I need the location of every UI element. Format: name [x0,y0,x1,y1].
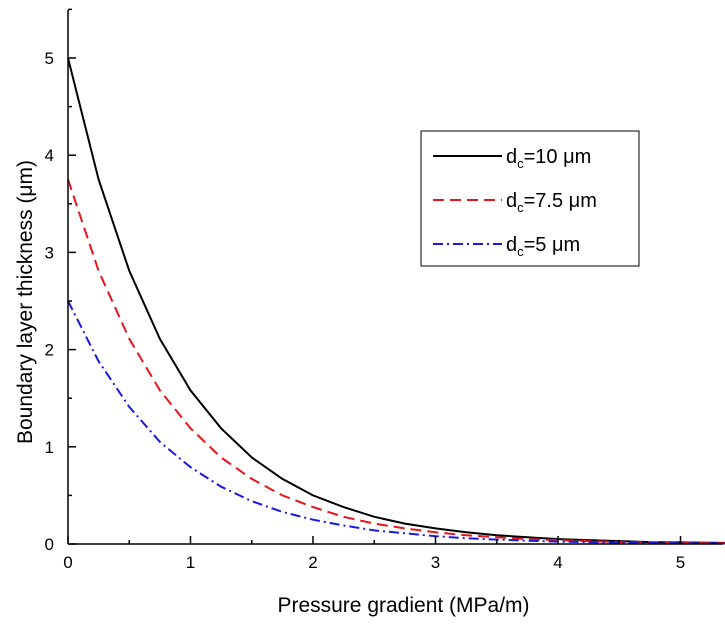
series-line-1 [67,179,725,545]
y-tick-label-5: 5 [45,49,54,68]
legend-label-0: dc=10 μm [506,146,591,171]
y-tick-label-3: 3 [45,243,54,262]
legend-label-1: dc=7.5 μm [506,190,597,215]
series-line-2 [67,300,725,545]
x-tick-label-1: 1 [186,553,195,572]
series-group [67,57,725,545]
y-axis-title: Boundary layer thickness (μm) [14,160,37,444]
y-tick-label-4: 4 [45,146,54,165]
y-axis-ticks: 0 1 2 3 4 5 [45,8,76,554]
y-tick-label-1: 1 [45,438,54,457]
y-tick-label-2: 2 [45,341,54,360]
series-line-0 [67,57,725,544]
x-axis-title: Pressure gradient (MPa/m) [277,594,529,617]
plot-area: 0 1 2 3 4 5 0 1 2 3 4 5 [45,8,725,572]
x-tick-label-2: 2 [308,553,317,572]
x-tick-label-3: 3 [431,553,440,572]
x-tick-label-4: 4 [553,553,562,572]
x-axis-ticks: 0 1 2 3 4 5 [63,536,685,572]
y-tick-label-0: 0 [45,535,54,554]
legend: dc=10 μm dc=7.5 μm dc=5 μm [420,130,640,267]
legend-label-2: dc=5 μm [506,234,580,259]
x-tick-label-0: 0 [63,553,72,572]
x-tick-label-5: 5 [676,553,685,572]
